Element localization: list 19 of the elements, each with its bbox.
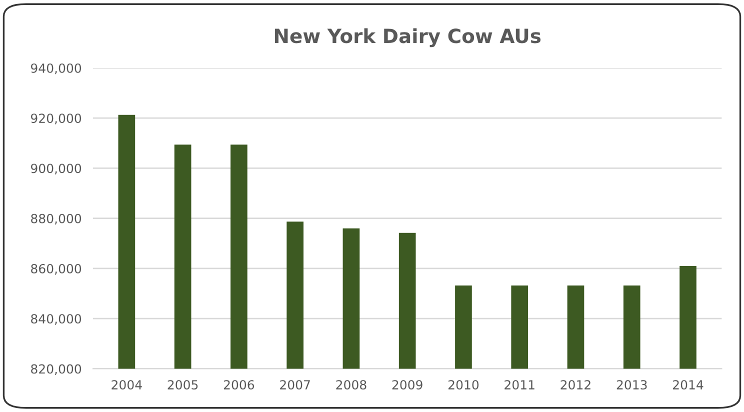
x-tick-label: 2010	[448, 380, 479, 390]
x-tick-label: 2013	[616, 380, 647, 390]
y-tick-label: 880,000	[31, 214, 82, 225]
y-tick-label: 920,000	[30, 114, 82, 124]
x-tick-label: 2007	[280, 380, 310, 390]
x-tick-label: 2009	[392, 380, 422, 390]
x-tick-label: 2004	[112, 380, 142, 390]
y-tick-label: 900,000	[30, 164, 82, 174]
chart-title: New York Dairy Cow AUs	[274, 28, 541, 48]
y-tick-label: 940,000	[30, 63, 82, 74]
x-tick-label: 2011	[504, 380, 534, 390]
y-tick-label: 860,000	[31, 264, 82, 275]
x-tick-label: 2014	[673, 380, 704, 390]
x-tick-label: 2005	[168, 380, 198, 390]
y-tick-label: 820,000	[31, 364, 82, 375]
y-tick-label: 840,000	[31, 314, 82, 325]
x-tick-label: 2012	[560, 380, 590, 390]
x-tick-label: 2008	[336, 380, 366, 390]
x-tick-label: 2006	[224, 380, 254, 390]
